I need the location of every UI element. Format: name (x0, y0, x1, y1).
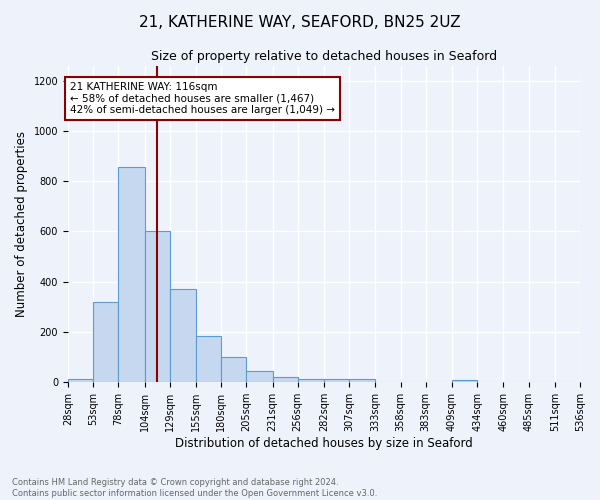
Text: 21 KATHERINE WAY: 116sqm
← 58% of detached houses are smaller (1,467)
42% of sem: 21 KATHERINE WAY: 116sqm ← 58% of detach… (70, 82, 335, 115)
Y-axis label: Number of detached properties: Number of detached properties (15, 131, 28, 317)
Bar (452, 380, 477, 382)
Bar (272, 378, 298, 382)
Bar (68, 378, 93, 382)
Text: Contains HM Land Registry data © Crown copyright and database right 2024.
Contai: Contains HM Land Registry data © Crown c… (12, 478, 377, 498)
Bar (298, 378, 324, 382)
Bar (145, 232, 170, 382)
Text: 21, KATHERINE WAY, SEAFORD, BN25 2UZ: 21, KATHERINE WAY, SEAFORD, BN25 2UZ (139, 15, 461, 30)
Bar (247, 371, 272, 382)
X-axis label: Distribution of detached houses by size in Seaford: Distribution of detached houses by size … (175, 437, 473, 450)
Bar (93, 302, 118, 382)
Bar (349, 378, 376, 382)
Bar (196, 336, 221, 382)
Bar (118, 168, 145, 382)
Bar (170, 290, 196, 382)
Title: Size of property relative to detached houses in Seaford: Size of property relative to detached ho… (151, 50, 497, 63)
Bar (221, 357, 247, 382)
Bar (324, 378, 349, 382)
